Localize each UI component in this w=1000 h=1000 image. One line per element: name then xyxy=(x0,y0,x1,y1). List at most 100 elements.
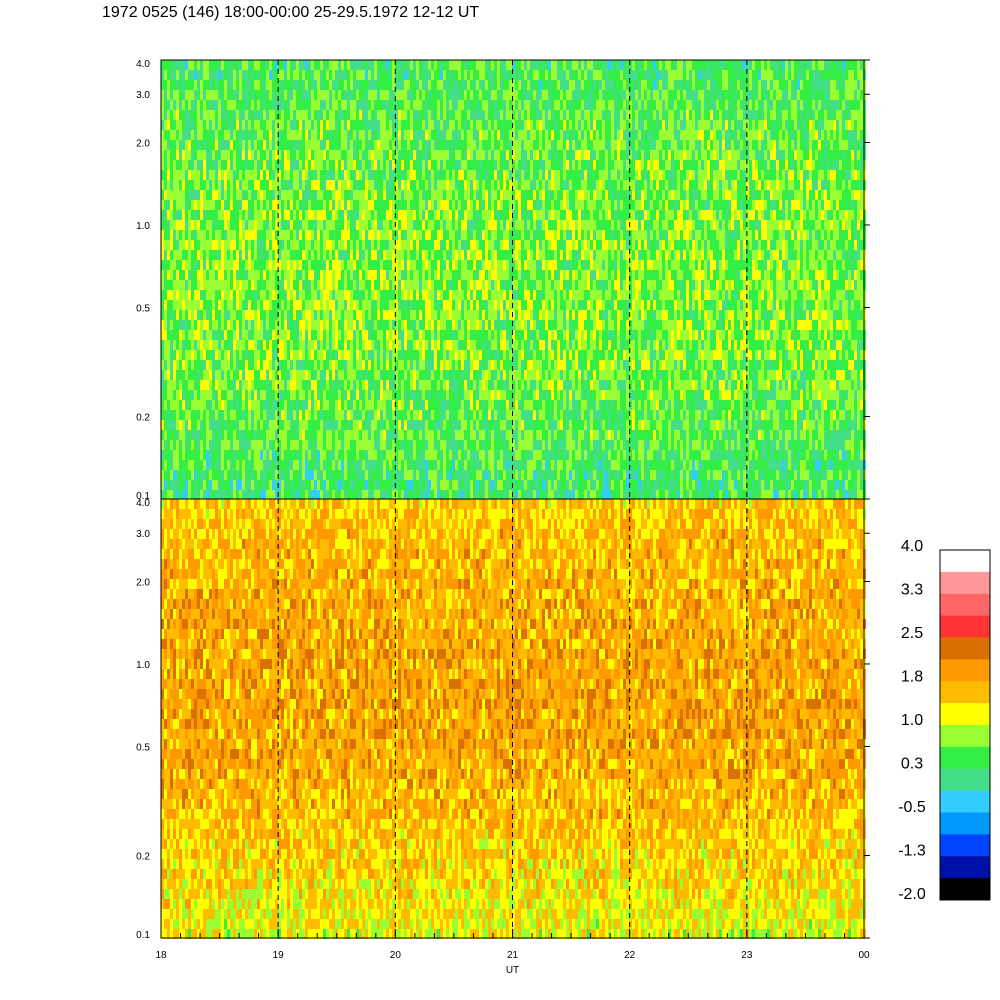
spectrogram-cell xyxy=(275,150,278,160)
spectrogram-cell xyxy=(167,130,170,140)
spectrogram-cell xyxy=(416,70,419,80)
spectrogram-cell xyxy=(446,270,449,280)
spectrogram-cell xyxy=(428,450,431,460)
spectrogram-cell xyxy=(194,220,197,230)
spectrogram-cell xyxy=(305,130,308,140)
spectrogram-cell xyxy=(206,330,209,340)
spectrogram-cell xyxy=(443,110,446,120)
spectrogram-cell xyxy=(437,370,440,380)
spectrogram-cell xyxy=(335,470,338,480)
spectrogram-cell xyxy=(296,460,299,470)
spectrogram-cell xyxy=(380,110,383,120)
spectrogram-cell xyxy=(281,290,284,300)
spectrogram-cell xyxy=(194,230,197,240)
spectrogram-cell xyxy=(413,280,416,290)
spectrogram-cell xyxy=(272,160,275,170)
spectrogram-cell xyxy=(212,90,215,100)
spectrogram-cell xyxy=(221,310,224,320)
spectrogram-cell xyxy=(281,480,284,490)
spectrogram-cell xyxy=(311,300,314,310)
spectrogram-cell xyxy=(188,180,191,190)
spectrogram-cell xyxy=(380,480,383,490)
spectrogram-cell xyxy=(332,140,335,150)
spectrogram-cell xyxy=(161,450,164,460)
spectrogram-cell xyxy=(461,260,464,270)
spectrogram-cell xyxy=(437,310,440,320)
spectrogram-cell xyxy=(350,220,353,230)
spectrogram-cell xyxy=(179,260,182,270)
spectrogram-cell xyxy=(236,130,239,140)
spectrogram-cell xyxy=(284,300,287,310)
spectrogram-cell xyxy=(164,480,167,490)
spectrogram-cell xyxy=(296,480,299,490)
spectrogram-cell xyxy=(413,120,416,130)
spectrogram-cell xyxy=(449,470,452,480)
spectrogram-cell xyxy=(482,170,485,180)
spectrogram-cell xyxy=(362,130,365,140)
spectrogram-cell xyxy=(461,130,464,140)
spectrogram-cell xyxy=(317,190,320,200)
spectrogram-cell xyxy=(275,220,278,230)
spectrogram-cell xyxy=(452,460,455,470)
spectrogram-cell xyxy=(488,90,491,100)
spectrogram-cell xyxy=(476,440,479,450)
spectrogram-cell xyxy=(335,260,338,270)
spectrogram-cell xyxy=(224,310,227,320)
spectrogram-cell xyxy=(404,340,407,350)
spectrogram-cell xyxy=(296,210,299,220)
spectrogram-cell xyxy=(320,90,323,100)
spectrogram-cell xyxy=(293,220,296,230)
spectrogram-cell xyxy=(197,300,200,310)
spectrogram-cell xyxy=(500,70,503,80)
spectrogram-cell xyxy=(497,400,500,410)
spectrogram-cell xyxy=(215,210,218,220)
spectrogram-cell xyxy=(179,270,182,280)
spectrogram-cell xyxy=(323,470,326,480)
spectrogram-cell xyxy=(359,180,362,190)
spectrogram-cell xyxy=(197,460,200,470)
spectrogram-cell xyxy=(500,100,503,110)
spectrogram-cell xyxy=(278,110,281,120)
spectrogram-cell xyxy=(269,100,272,110)
spectrogram-cell xyxy=(437,490,440,500)
spectrogram-cell xyxy=(467,320,470,330)
spectrogram-cell xyxy=(368,440,371,450)
spectrogram-cell xyxy=(404,270,407,280)
spectrogram-cell xyxy=(179,210,182,220)
spectrogram-cell xyxy=(170,320,173,330)
spectrogram-cell xyxy=(311,380,314,390)
spectrogram-cell xyxy=(452,380,455,390)
spectrogram-cell xyxy=(434,370,437,380)
spectrogram-cell xyxy=(332,430,335,440)
spectrogram-cell xyxy=(251,450,254,460)
spectrogram-cell xyxy=(371,300,374,310)
spectrogram-cell xyxy=(179,80,182,90)
spectrogram-cell xyxy=(293,100,296,110)
spectrogram-cell xyxy=(335,440,338,450)
spectrogram-cell xyxy=(485,340,488,350)
spectrogram-cell xyxy=(266,470,269,480)
spectrogram-cell xyxy=(464,430,467,440)
spectrogram-cell xyxy=(173,410,176,420)
spectrogram-cell xyxy=(491,430,494,440)
spectrogram-cell xyxy=(305,160,308,170)
spectrogram-cell xyxy=(464,140,467,150)
spectrogram-cell xyxy=(317,390,320,400)
spectrogram-cell xyxy=(440,450,443,460)
spectrogram-cell xyxy=(209,220,212,230)
spectrogram-cell xyxy=(374,350,377,360)
spectrogram-cell xyxy=(308,270,311,280)
spectrogram-cell xyxy=(329,140,332,150)
spectrogram-cell xyxy=(356,430,359,440)
spectrogram-cell xyxy=(227,360,230,370)
spectrogram-cell xyxy=(320,410,323,420)
spectrogram-cell xyxy=(377,70,380,80)
spectrogram-cell xyxy=(164,200,167,210)
spectrogram-cell xyxy=(335,250,338,260)
spectrogram-cell xyxy=(461,160,464,170)
spectrogram-cell xyxy=(326,90,329,100)
spectrogram-cell xyxy=(320,180,323,190)
spectrogram-cell xyxy=(404,370,407,380)
spectrogram-cell xyxy=(458,370,461,380)
spectrogram-cell xyxy=(161,470,164,480)
